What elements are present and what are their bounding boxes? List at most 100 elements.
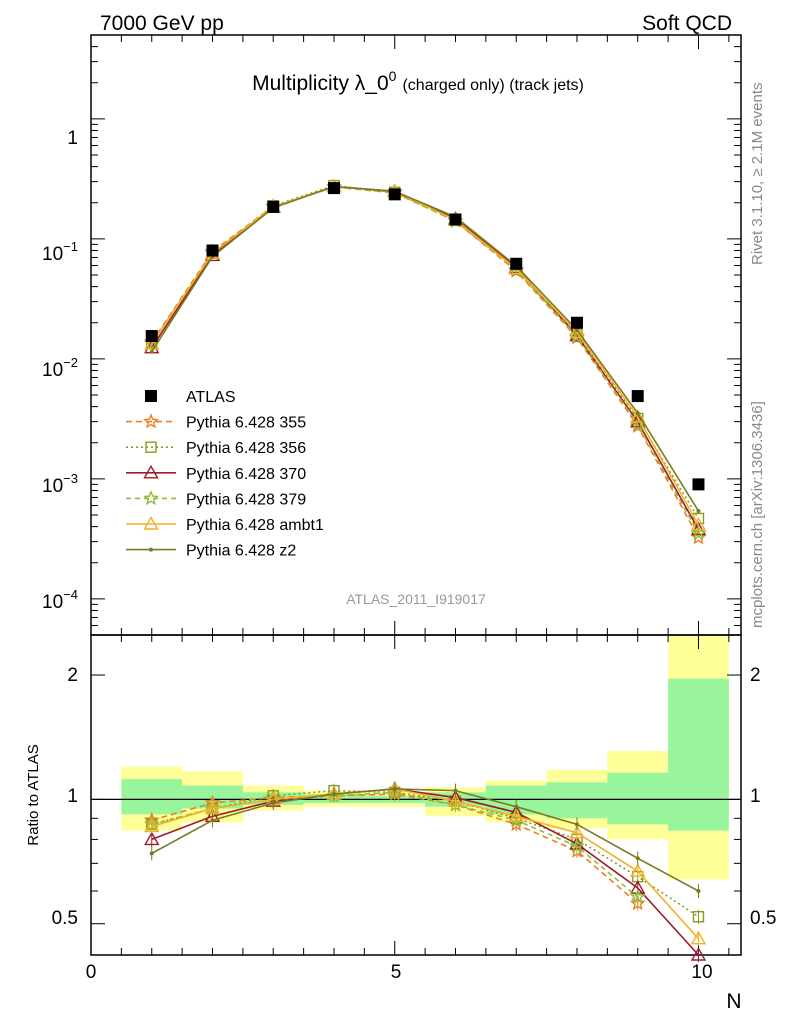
x-tick-label: 0: [86, 962, 97, 983]
ratio-series-line: [151, 788, 700, 956]
legend-label: Pythia 6.428 355: [186, 415, 306, 432]
series-point: [696, 508, 701, 513]
x-tick-labels: 0 5 10: [86, 962, 713, 983]
ratio-series-line: [151, 788, 700, 940]
ratio-band-inner: [121, 779, 183, 815]
main-y-tick-label: 10−3: [42, 471, 78, 497]
main-y-tick-label: 10−4: [42, 587, 78, 613]
ratio-series-line: [151, 789, 699, 918]
series-point: [690, 525, 707, 541]
atlas-data-point: [206, 244, 219, 257]
rivet-label: Rivet 3.1.10, ≥ 2.1M events: [749, 83, 766, 266]
ratio-series-point: [629, 895, 646, 911]
legend-label: Pythia 6.428 z2: [186, 543, 296, 560]
ratio-uncertainty-bands: [121, 635, 729, 880]
ratio-band-inner: [546, 782, 608, 819]
ratio-plot-series: [143, 781, 707, 962]
series-point: [574, 328, 579, 333]
ratio-series-point: [629, 888, 646, 904]
ratio-series-point: [690, 947, 707, 961]
ratio-y-tick-label: 0.5: [52, 908, 78, 929]
ratio-series-point: [696, 889, 701, 894]
main-y-tick-labels: 10−4 10−3 10−2 10−1 1: [42, 128, 78, 613]
ratio-y-tick-label: 2: [67, 665, 78, 686]
atlas-data-point: [449, 213, 462, 226]
ratio-ylabel: Ratio to ATLAS: [25, 744, 42, 845]
series-point: [569, 324, 585, 339]
main-plot-frame: [90, 34, 742, 636]
legend: ATLAS Pythia 6.428 355 Pythia 6.428 356 Pyt…: [126, 389, 324, 560]
ratio-series-point: [453, 788, 458, 793]
ratio-band-inner: [668, 678, 729, 831]
analysis-watermark: ATLAS_2011_I919017: [346, 591, 486, 607]
plot-title-main: Multiplicity λ_0: [252, 72, 389, 95]
ratio-series-point: [635, 856, 640, 861]
header-left: 7000 GeV pp: [100, 12, 224, 35]
ratio-series-point: [149, 851, 154, 856]
atlas-data-point: [510, 257, 523, 270]
ratio-plot-frame: [90, 634, 742, 956]
series-line: [151, 185, 700, 526]
series-point: [635, 411, 640, 416]
ratio-frame-border: [90, 634, 742, 956]
series-point: [690, 516, 707, 531]
legend-marker: [149, 547, 153, 552]
mcplots-label: mcplots.cern.ch [arXiv:1306.3436]: [749, 401, 766, 628]
ratio-series-point: [392, 786, 397, 791]
ratio-band-inner: [607, 772, 669, 825]
atlas-data-point: [327, 182, 340, 195]
series-line: [151, 184, 700, 519]
ratio-series-point: [692, 910, 705, 923]
ratio-series-line: [151, 788, 699, 892]
legend-label: Pythia 6.428 ambt1: [186, 517, 324, 534]
legend-marker: [143, 490, 159, 506]
main-y-tick-label: 10−2: [42, 355, 78, 381]
ratio-series-point: [630, 863, 646, 877]
plot-title: Multiplicity λ_00 (charged only) (track j…: [252, 68, 584, 95]
plot-title-suffix: (charged only) (track jets): [402, 77, 583, 94]
ratio-series-point: [569, 837, 585, 853]
ratio-series-point: [508, 808, 524, 822]
series-line: [151, 185, 700, 512]
plot-title-superscript: 0: [389, 68, 397, 84]
main-plot-series: [143, 178, 707, 545]
ratio-series-point: [514, 804, 519, 809]
legend-marker: [145, 390, 157, 402]
legend-label: ATLAS: [186, 389, 236, 406]
ratio-series-point: [569, 824, 585, 839]
ratio-y-tick-label-right: 2: [750, 665, 761, 686]
ratio-y-tick-label-right: 1: [750, 786, 761, 807]
header-right: Soft QCD: [642, 12, 732, 35]
x-tick-label: 5: [391, 962, 402, 983]
atlas-data-point: [692, 478, 705, 491]
main-y-tick-label: 1: [67, 128, 78, 149]
series-point: [144, 335, 160, 350]
ratio-y-tick-label-right: 0.5: [750, 908, 776, 929]
atlas-data-point: [388, 188, 401, 201]
legend-marker: [143, 516, 159, 530]
ratio-series-point: [690, 930, 707, 945]
ratio-series-point: [331, 792, 336, 797]
legend-marker: [143, 464, 159, 479]
ratio-y-tick-labels: 0.5 1 2 0.5 1 2: [52, 665, 777, 929]
ratio-series-point: [574, 822, 579, 827]
x-tick-label: 10: [691, 962, 712, 983]
ratio-series-point: [210, 818, 215, 823]
ratio-y-tick-label: 1: [67, 786, 78, 807]
legend-label: Pythia 6.428 370: [186, 466, 306, 483]
legend-marker: [145, 441, 157, 453]
atlas-data-point: [145, 330, 158, 343]
series-point: [630, 409, 646, 423]
atlas-data-point: [631, 390, 644, 403]
ratio-series-point: [144, 831, 160, 846]
series-point: [690, 521, 707, 536]
ratio-series-point: [447, 793, 464, 807]
atlas-data-point: [570, 316, 583, 329]
series-point: [149, 349, 154, 354]
ratio-series-point: [144, 818, 160, 833]
series-point: [690, 529, 707, 545]
legend-label: Pythia 6.428 356: [186, 440, 306, 457]
legend-marker: [143, 413, 159, 429]
atlas-data-point: [267, 200, 280, 213]
